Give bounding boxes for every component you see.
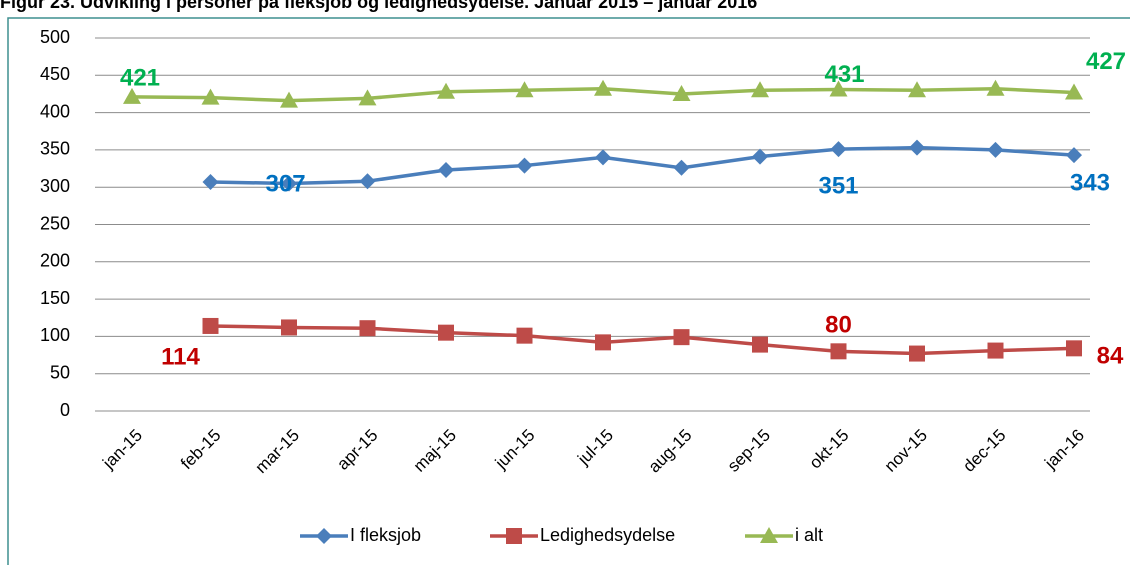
point-marker: [359, 320, 376, 337]
point-marker: [673, 159, 690, 176]
point-marker: [359, 173, 376, 190]
point-marker: [280, 91, 298, 108]
point-marker: [515, 81, 534, 98]
point-marker: [830, 141, 847, 158]
point-marker: [516, 327, 533, 344]
point-marker: [281, 175, 297, 192]
point-marker: [909, 345, 925, 362]
point-marker: [752, 148, 768, 165]
chart-title: Figur 23. Udvikling i personer på fleksj…: [0, 0, 757, 12]
chart-frame: [7, 17, 1130, 570]
point-marker: [123, 87, 141, 104]
y-tick-label: 350: [40, 139, 70, 159]
point-marker: [1066, 147, 1082, 164]
y-tick-label: 150: [40, 288, 70, 308]
y-tick-label: 500: [40, 27, 70, 47]
data-label: 80: [825, 312, 852, 339]
data-label: 114: [161, 343, 200, 370]
point-marker: [438, 162, 454, 179]
point-marker: [908, 81, 926, 98]
y-tick-label: 250: [40, 213, 70, 233]
legend-label: I fleksjob: [350, 525, 421, 545]
y-tick-label: 300: [40, 176, 70, 196]
y-tick-label: 50: [50, 362, 70, 382]
point-marker: [986, 79, 1005, 96]
series-line: [210, 324, 1075, 356]
data-label: 431: [824, 61, 864, 88]
point-marker: [438, 324, 454, 341]
point-marker: [516, 157, 533, 174]
point-marker: [909, 139, 925, 156]
y-tick-label: 400: [40, 101, 70, 121]
point-marker: [752, 336, 768, 353]
legend-label: i alt: [795, 525, 823, 545]
data-label: 351: [818, 172, 858, 199]
point-marker: [751, 81, 769, 98]
point-marker: [672, 84, 691, 101]
point-marker: [673, 329, 690, 346]
point-marker: [316, 528, 332, 544]
point-marker: [760, 527, 778, 543]
data-label: 84: [1097, 343, 1124, 370]
data-label: 421: [120, 64, 160, 91]
point-marker: [201, 88, 220, 105]
point-marker: [281, 319, 297, 336]
y-tick-label: 200: [40, 251, 70, 271]
data-label: 427: [1086, 48, 1126, 75]
point-marker: [437, 82, 455, 99]
series-line: [210, 145, 1075, 186]
y-tick-label: 0: [60, 400, 70, 420]
point-marker: [829, 80, 848, 97]
point-marker: [202, 317, 219, 334]
point-marker: [987, 342, 1004, 359]
point-marker: [595, 334, 611, 351]
point-marker: [1065, 83, 1083, 100]
point-marker: [1066, 340, 1082, 357]
y-tick-label: 100: [40, 325, 70, 345]
point-marker: [358, 89, 377, 106]
point-marker: [594, 79, 612, 96]
data-label: 343: [1070, 169, 1110, 196]
point-marker: [987, 141, 1004, 158]
point-marker: [506, 528, 522, 544]
legend-label: Ledighedsydelse: [540, 525, 675, 545]
point-marker: [595, 149, 611, 166]
point-marker: [202, 173, 219, 190]
data-label: 307: [266, 170, 306, 197]
point-marker: [830, 343, 847, 360]
y-tick-label: 450: [40, 64, 70, 84]
